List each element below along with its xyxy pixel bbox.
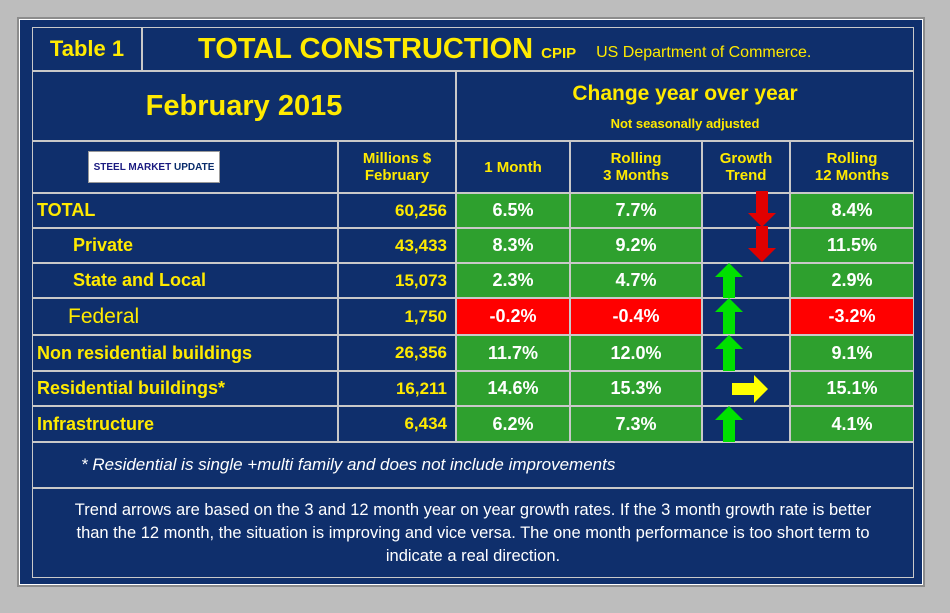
row-label-residential: Residential buildings* — [32, 371, 338, 406]
row-value-total: 60,256 — [338, 193, 456, 228]
row-1month-federal: -0.2% — [456, 298, 570, 335]
up-arrow-icon — [715, 263, 743, 299]
right-arrow-icon — [732, 375, 768, 403]
col-rolling3: Rolling 3 Months — [570, 141, 702, 193]
up-arrow-icon — [715, 298, 743, 334]
row-label-total: TOTAL — [32, 193, 338, 228]
row-rolling12-federal: -3.2% — [790, 298, 914, 335]
row-trend-private — [702, 228, 790, 263]
row-1month-infrastructure: 6.2% — [456, 406, 570, 442]
change-title: Change year over year — [572, 81, 798, 105]
logo-light: UPDATE — [174, 161, 215, 173]
col-rolling3-l1: Rolling — [610, 150, 662, 167]
col-growth: Growth Trend — [702, 141, 790, 193]
row-trend-non-residential — [702, 335, 790, 371]
up-arrow-icon-shape — [715, 263, 743, 299]
row-rolling12-state-and-local: 2.9% — [790, 263, 914, 298]
row-trend-infrastructure — [702, 406, 790, 442]
down-arrow-icon — [748, 226, 776, 262]
col-rolling3-l2: 3 Months — [603, 167, 669, 184]
table-label: Table 1 — [32, 27, 142, 71]
row-rolling12-non-residential: 9.1% — [790, 335, 914, 371]
row-rolling3-non-residential: 12.0% — [570, 335, 702, 371]
row-value-federal: 1,750 — [338, 298, 456, 335]
row-value-private: 43,433 — [338, 228, 456, 263]
page-title: TOTAL CONSTRUCTION — [198, 32, 534, 65]
cpip-label: CPIP — [541, 44, 577, 62]
row-rolling3-infrastructure: 7.3% — [570, 406, 702, 442]
not-seasonal-label: Not seasonally adjusted — [610, 115, 760, 131]
row-rolling12-private: 11.5% — [790, 228, 914, 263]
up-arrow-icon-shape — [715, 298, 743, 334]
col-millions: Millions $ February — [338, 141, 456, 193]
logo-strong: STEEL MARKET — [93, 161, 172, 173]
row-rolling3-federal: -0.4% — [570, 298, 702, 335]
row-trend-state-and-local — [702, 263, 790, 298]
row-label-infrastructure: Infrastructure — [32, 406, 338, 442]
col-growth-l1: Growth — [719, 150, 773, 167]
col-millions-l2: February — [364, 167, 430, 184]
row-trend-federal — [702, 298, 790, 335]
row-1month-total: 6.5% — [456, 193, 570, 228]
up-arrow-icon-shape — [715, 406, 743, 442]
row-rolling12-infrastructure: 4.1% — [790, 406, 914, 442]
source-label: US Department of Commerce. — [596, 44, 812, 61]
col-growth-l2: Trend — [725, 167, 767, 184]
row-1month-private: 8.3% — [456, 228, 570, 263]
up-arrow-icon-shape — [715, 335, 743, 371]
down-arrow-icon-shape — [748, 226, 776, 262]
col-millions-l1: Millions $ — [362, 150, 432, 167]
header-title-cell: TOTAL CONSTRUCTION CPIP US Department of… — [142, 27, 914, 71]
row-rolling3-state-and-local: 4.7% — [570, 263, 702, 298]
row-value-infrastructure: 6,434 — [338, 406, 456, 442]
row-rolling12-total: 8.4% — [790, 193, 914, 228]
steel-market-update-logo: STEEL MARKET UPDATE — [88, 151, 220, 183]
row-value-residential: 16,211 — [338, 371, 456, 406]
col-one-month: 1 Month — [456, 141, 570, 193]
logo-cell: STEEL MARKET UPDATE — [32, 141, 338, 193]
footnote: * Residential is single +multi family an… — [32, 442, 914, 488]
row-rolling12-residential: 15.1% — [790, 371, 914, 406]
row-label-state-and-local: State and Local — [32, 263, 338, 298]
explanation: Trend arrows are based on the 3 and 12 m… — [32, 488, 914, 578]
row-rolling3-total: 7.7% — [570, 193, 702, 228]
row-label-federal: Federal — [32, 298, 338, 335]
row-label-non-residential: Non residential buildings — [32, 335, 338, 371]
down-arrow-icon — [748, 191, 776, 227]
row-1month-non-residential: 11.7% — [456, 335, 570, 371]
up-arrow-icon — [715, 406, 743, 442]
down-arrow-icon-shape — [748, 191, 776, 227]
row-trend-total — [702, 193, 790, 228]
row-trend-residential — [702, 371, 790, 406]
row-label-private: Private — [32, 228, 338, 263]
col-rolling12-l2: 12 Months — [814, 167, 890, 184]
row-rolling3-private: 9.2% — [570, 228, 702, 263]
col-rolling12: Rolling 12 Months — [790, 141, 914, 193]
row-value-non-residential: 26,356 — [338, 335, 456, 371]
row-1month-state-and-local: 2.3% — [456, 263, 570, 298]
change-header: Change year over year Not seasonally adj… — [456, 71, 914, 141]
col-rolling12-l1: Rolling — [826, 150, 878, 167]
right-arrow-icon-shape — [732, 375, 768, 403]
period-label: February 2015 — [32, 71, 456, 141]
table-frame: Table 1 TOTAL CONSTRUCTION CPIP US Depar… — [17, 17, 925, 587]
row-rolling3-residential: 15.3% — [570, 371, 702, 406]
row-value-state-and-local: 15,073 — [338, 263, 456, 298]
up-arrow-icon — [715, 335, 743, 371]
row-1month-residential: 14.6% — [456, 371, 570, 406]
